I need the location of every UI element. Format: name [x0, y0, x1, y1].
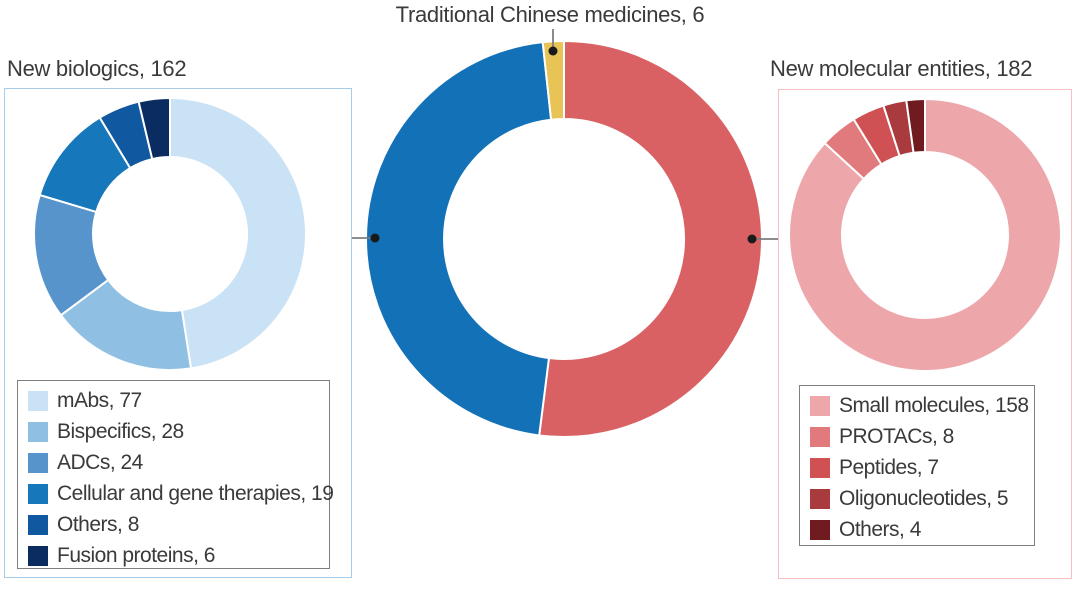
legend-item: Fusion proteins, 6 — [28, 540, 325, 571]
molecular-entities-panel-box — [778, 89, 1072, 579]
legend-item: Bispecifics, 28 — [28, 416, 325, 447]
biologics-panel-box — [4, 88, 352, 578]
legend-label: PROTACs, 8 — [839, 424, 954, 448]
tcm-callout-label: Traditional Chinese medicines, 6 — [395, 2, 705, 27]
legend-label: mAbs, 77 — [57, 388, 142, 412]
donut-segment-traditional-chinese-medicines — [541, 39, 565, 121]
legend-label: Peptides, 7 — [839, 455, 939, 479]
legend-swatch — [28, 514, 48, 535]
legend-label: ADCs, 24 — [57, 450, 143, 474]
legend-swatch — [810, 457, 830, 478]
legend-label: Small molecules, 158 — [839, 393, 1029, 417]
legend-item: Oligonucleotides, 5 — [810, 483, 1030, 514]
legend-item: Peptides, 7 — [810, 452, 1030, 483]
legend-item: Cellular and gene therapies, 19 — [28, 478, 334, 509]
legend-swatch — [28, 545, 48, 566]
donut-segment-mabs — [169, 96, 308, 370]
molecular-entities-donut-chart — [788, 97, 1062, 372]
donut-segment-others — [905, 97, 926, 154]
donut-segment-new-molecular-entities — [538, 39, 763, 438]
legend-item: PROTACs, 8 — [810, 421, 1030, 452]
legend-item: Others, 4 — [810, 514, 1030, 545]
legend-swatch — [28, 452, 48, 473]
legend-swatch — [810, 488, 830, 509]
legend-item: mAbs, 77 — [28, 385, 325, 416]
legend-swatch — [810, 395, 830, 416]
legend-label: Oligonucleotides, 5 — [839, 486, 1009, 510]
legend-label: Fusion proteins, 6 — [57, 543, 215, 567]
legend-swatch — [810, 426, 830, 447]
molecular-entities-legend: Small molecules, 158 PROTACs, 8 Peptides… — [799, 385, 1035, 546]
biologics-legend: mAbs, 77 Bispecifics, 28 ADCs, 24 Cellul… — [17, 380, 334, 571]
legend-item: Others, 8 — [28, 509, 325, 540]
legend-swatch — [28, 421, 48, 442]
legend-label: Cellular and gene therapies, 19 — [57, 481, 334, 505]
legend-swatch — [28, 390, 48, 411]
biologics-donut-chart — [33, 96, 308, 371]
legend-swatch — [810, 519, 830, 540]
legend-item: ADCs, 24 — [28, 447, 325, 478]
donut-segment-small-molecules — [788, 97, 1062, 372]
legend-item: Small molecules, 158 — [810, 390, 1030, 421]
legend-label: Others, 8 — [57, 512, 139, 536]
legend-label: Others, 4 — [839, 517, 921, 541]
legend-label: Bispecifics, 28 — [57, 419, 184, 443]
overall-donut-chart — [365, 39, 763, 438]
legend-swatch — [28, 483, 48, 504]
molecular-entities-panel-title: New molecular entities, 182 — [770, 56, 1033, 81]
biologics-panel-title: New biologics, 162 — [7, 56, 187, 81]
donut-segment-fusion-proteins — [137, 96, 171, 161]
donut-segment-new-biologics — [365, 41, 553, 437]
